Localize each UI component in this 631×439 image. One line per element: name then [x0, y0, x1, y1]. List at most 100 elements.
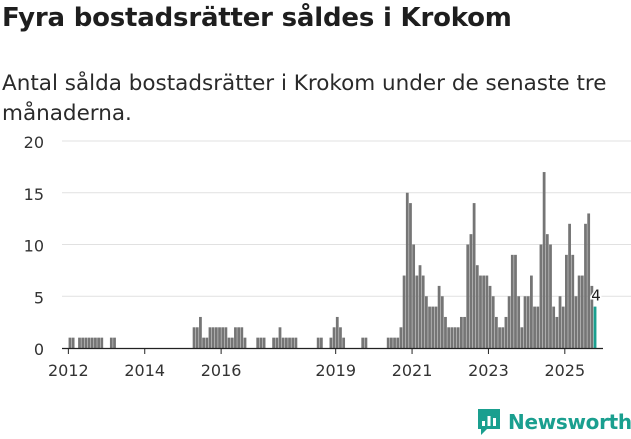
- bar: [437, 285, 441, 348]
- bar: [434, 306, 438, 348]
- bar: [485, 275, 489, 348]
- bar: [113, 337, 116, 348]
- bar: [469, 234, 473, 348]
- x-tick-label: 2021: [392, 361, 433, 380]
- bar: [472, 203, 476, 348]
- newsworthy-logo: Newsworthy: [476, 407, 631, 437]
- bar: [456, 327, 460, 348]
- bar: [256, 337, 260, 348]
- bar: [405, 192, 409, 348]
- bar: [100, 337, 104, 348]
- bar: [224, 327, 228, 348]
- bar: [444, 316, 447, 348]
- bar: [78, 337, 81, 348]
- x-tick-label: 2025: [544, 361, 585, 380]
- bar: [479, 275, 482, 348]
- bar: [291, 337, 295, 348]
- bar: [240, 327, 244, 348]
- bar: [284, 337, 288, 348]
- bar: [208, 327, 212, 348]
- bar: [431, 306, 435, 348]
- bar: [424, 296, 428, 348]
- bar-highlight: [593, 306, 597, 348]
- bar: [68, 337, 72, 348]
- bar: [361, 337, 365, 348]
- bar: [545, 234, 549, 348]
- bar: [574, 296, 578, 348]
- bar: [214, 327, 218, 348]
- bar: [237, 327, 241, 348]
- bar: [90, 337, 94, 348]
- bar: [94, 337, 97, 348]
- bar: [549, 244, 552, 348]
- bar: [533, 306, 536, 348]
- bar: [221, 327, 225, 348]
- newsworthy-logo-icon: [478, 409, 500, 435]
- bar: [294, 337, 298, 348]
- bar: [501, 327, 505, 348]
- y-tick-label: 15: [24, 185, 44, 204]
- bar: [275, 337, 279, 348]
- newsworthy-logo-text: Newsworthy: [508, 410, 631, 434]
- x-tick-label: 2014: [124, 361, 165, 380]
- bar: [555, 316, 559, 348]
- x-tick-label: 2012: [48, 361, 89, 380]
- bar: [415, 275, 419, 348]
- bar: [230, 337, 234, 348]
- bar: [319, 337, 323, 348]
- bar: [558, 296, 562, 348]
- bar: [218, 327, 221, 348]
- bar: [393, 337, 396, 348]
- bar: [504, 316, 508, 348]
- bar: [97, 337, 100, 348]
- bar: [510, 254, 514, 348]
- bar: [498, 327, 501, 348]
- bar: [523, 296, 527, 348]
- bar: [109, 337, 113, 348]
- bar: [580, 275, 584, 348]
- bar: [335, 316, 339, 348]
- bar: [87, 337, 91, 348]
- y-tick-label: 10: [24, 237, 44, 256]
- bar: [568, 223, 571, 348]
- bar: [364, 337, 368, 348]
- bar: [272, 337, 276, 348]
- bar: [332, 327, 336, 348]
- bar: [517, 296, 521, 348]
- bar: [396, 337, 400, 348]
- bar: [339, 327, 342, 348]
- bar: [495, 316, 498, 348]
- bar: [202, 337, 206, 348]
- bar: [421, 275, 425, 348]
- x-tick-label: 2016: [201, 361, 242, 380]
- bar: [243, 337, 247, 348]
- bar: [571, 254, 575, 348]
- bar: [259, 337, 263, 348]
- bar: [488, 285, 492, 348]
- bar: [412, 244, 416, 348]
- bar: [418, 265, 422, 348]
- bar: [288, 337, 291, 348]
- bar: [491, 296, 495, 348]
- bar: [459, 316, 463, 348]
- y-tick-label: 0: [34, 340, 44, 359]
- bar: [234, 327, 237, 348]
- bar: [590, 285, 594, 348]
- bar: [402, 275, 406, 348]
- bar: [428, 306, 431, 348]
- bar: [561, 306, 565, 348]
- bar: [409, 203, 412, 348]
- bar: [539, 244, 543, 348]
- x-tick-label: 2019: [315, 361, 356, 380]
- bar: [587, 213, 591, 348]
- bar: [71, 337, 75, 348]
- bar: [329, 337, 333, 348]
- bar: [342, 337, 346, 348]
- bar: [542, 172, 546, 348]
- bar: [399, 327, 403, 348]
- bar: [81, 337, 85, 348]
- bar: [526, 296, 530, 348]
- bar: [584, 223, 587, 348]
- bar: [227, 337, 231, 348]
